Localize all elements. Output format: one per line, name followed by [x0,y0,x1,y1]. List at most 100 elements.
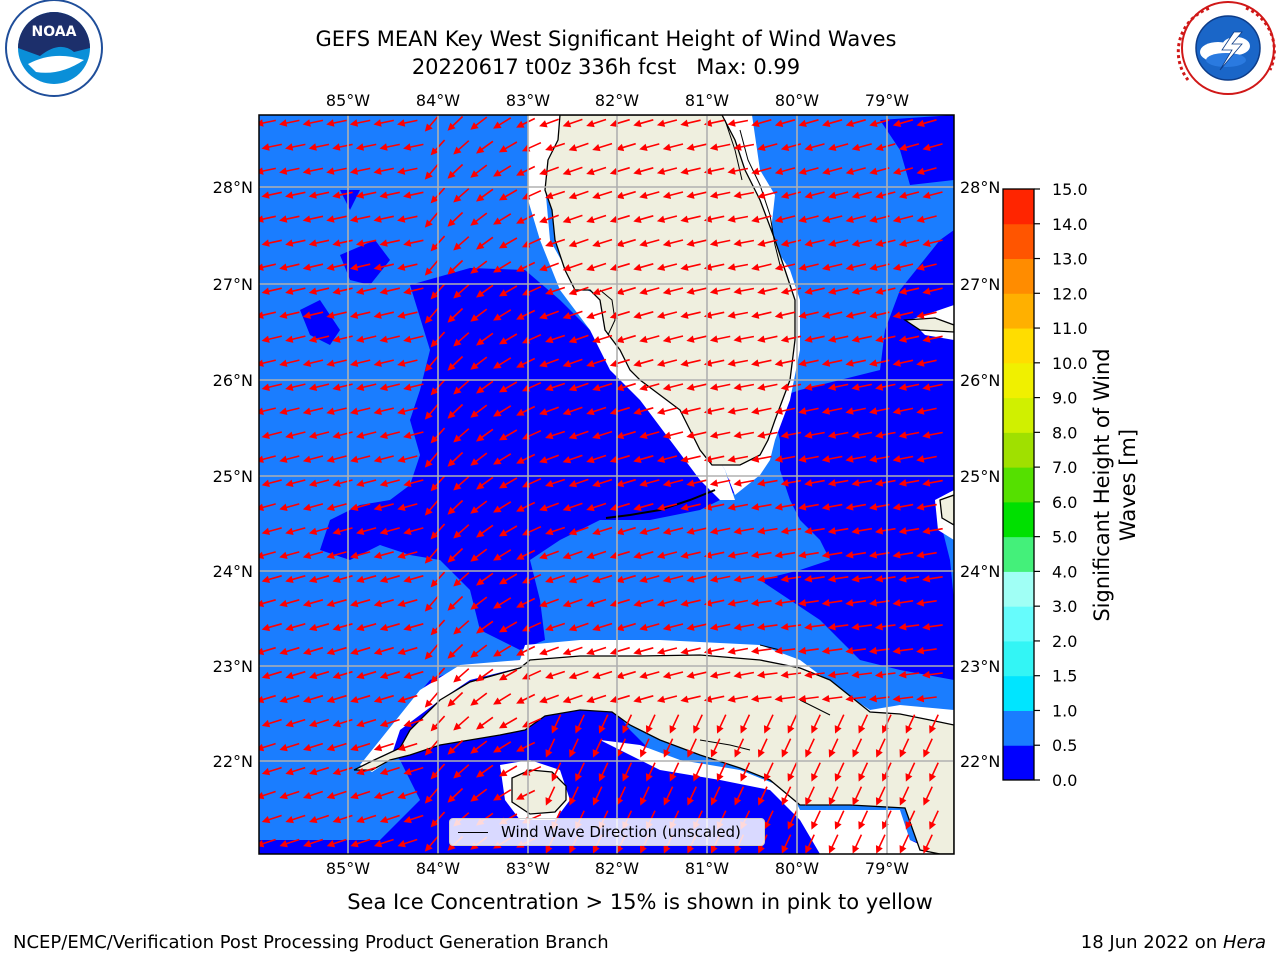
wave-direction-arrowhead [568,432,578,440]
wave-direction-arrowhead [852,797,860,806]
wave-direction-arrowhead [633,455,642,464]
wave-direction-arrowhead [923,845,930,854]
wave-direction-arrowhead [898,623,907,631]
wave-direction-arrowhead [858,773,866,782]
wave-direction-arrowhead [498,241,508,249]
wave-direction-arrowhead [822,119,831,128]
wave-direction-arrowhead [493,265,502,273]
wave-direction-arrowhead [827,479,836,487]
wave-direction-arrowhead [326,455,335,463]
wave-direction-arrowhead [881,773,889,782]
wave-direction-arrowhead [279,311,288,319]
wave-direction-arrowhead [516,168,525,176]
wave-direction-arrowhead [757,797,765,806]
wave-direction-arrowhead [476,721,485,730]
wave-direction-arrowhead [774,215,784,223]
wave-direction-arrowhead [869,263,878,271]
wave-direction-arrowhead [663,797,671,806]
wave-direction-arrowhead [656,263,666,271]
wave-direction-arrowhead [827,527,836,535]
wave-direction-arrowhead [874,575,884,583]
wave-direction-arrowhead [516,264,525,272]
wave-direction-arrowhead [279,455,288,463]
wave-direction-arrowhead [851,575,860,583]
wave-direction-arrowhead [710,749,718,758]
wave-direction-arrowhead [875,287,884,295]
wave-direction-arrowhead [898,431,907,439]
wave-direction-arrowhead [397,119,406,127]
wave-direction-arrowhead [332,671,341,680]
wave-direction-arrowhead [821,311,831,319]
wave-direction-arrowhead [727,359,736,367]
wave-direction-arrowhead [350,647,359,656]
wave-direction-arrowhead [727,503,736,511]
wave-direction-arrowhead [687,845,694,854]
wave-direction-arrowhead [447,410,456,419]
wave-direction-arrowhead [498,529,508,537]
wave-direction-arrowhead [356,479,365,488]
wave-direction-arrowhead [430,147,439,156]
wave-direction-arrowhead [285,335,294,343]
wave-direction-arrowhead [845,646,854,655]
wave-direction-arrowhead [798,359,807,367]
svg-text:NOAA: NOAA [32,24,77,40]
wave-direction-arrowhead [326,551,335,560]
wave-direction-arrowhead [302,599,312,608]
wave-direction-arrowhead [453,578,462,587]
wave-direction-arrowhead [498,385,508,393]
wave-direction-arrowhead [562,264,572,272]
wave-direction-arrowhead [350,599,359,608]
wave-direction-arrowhead [592,192,601,200]
wave-direction-arrowhead [350,695,359,704]
wave-direction-arrowhead [453,386,462,395]
wave-direction-arrowhead [656,647,666,655]
wave-direction-arrowhead [349,167,359,175]
wave-direction-arrowhead [680,215,689,223]
wave-direction-arrowhead [397,695,406,704]
wave-direction-arrowhead [780,287,789,295]
wave-direction-arrowhead [373,455,382,463]
wave-direction-arrowhead [680,407,689,415]
wave-direction-arrowhead [302,792,312,800]
wave-direction-arrowhead [379,143,388,151]
wave-direction-arrowhead [845,551,854,559]
wave-direction-arrowhead [733,623,742,631]
wave-direction-arrowhead [733,575,742,583]
florida-keys [605,489,716,519]
lat-label: 27°N [960,275,1000,294]
wave-direction-arrowhead [493,649,502,657]
wave-direction-arrowhead [875,797,883,806]
wave-direction-arrowhead [727,119,736,127]
colorbar-segment [1003,606,1034,642]
wave-direction-arrowhead [680,647,689,655]
wave-direction-arrowhead [373,407,382,415]
wave-direction-arrowhead [727,695,736,703]
wave-direction-arrowhead [905,725,913,734]
wave-direction-arrowhead [727,599,736,607]
wave-direction-arrowhead [756,623,765,631]
wave-direction-arrowhead [309,671,318,680]
wave-direction-arrowhead [633,503,642,512]
wave-direction-arrowhead [586,168,595,176]
wave-direction-arrowhead [639,479,648,488]
wave-direction-arrowhead [447,602,456,611]
wave-direction-arrowhead [476,529,485,538]
wave-direction-arrowhead [633,407,642,416]
wave-direction-arrowhead [447,554,456,563]
noaa-logo-icon: NOAA [5,0,103,97]
wave-direction-arrowhead [898,239,908,247]
wave-direction-arrowhead [476,625,485,634]
colorbar-tick-label: 11.0 [1052,319,1088,338]
wave-direction-arrowhead [757,527,766,535]
wave-direction-arrowhead [592,672,601,680]
wave-direction-arrowhead [447,506,456,515]
wave-direction-arrowhead [279,647,288,656]
wave-direction-arrowhead [639,239,648,248]
wave-direction-arrowhead [734,845,742,854]
wave-direction-arrowhead [615,431,625,440]
wave-direction-arrowhead [326,503,335,512]
wave-direction-arrowhead [875,845,883,854]
wave-direction-arrowhead [453,530,462,539]
wave-direction-arrowhead [633,599,642,608]
wave-direction-arrowhead [493,361,502,369]
